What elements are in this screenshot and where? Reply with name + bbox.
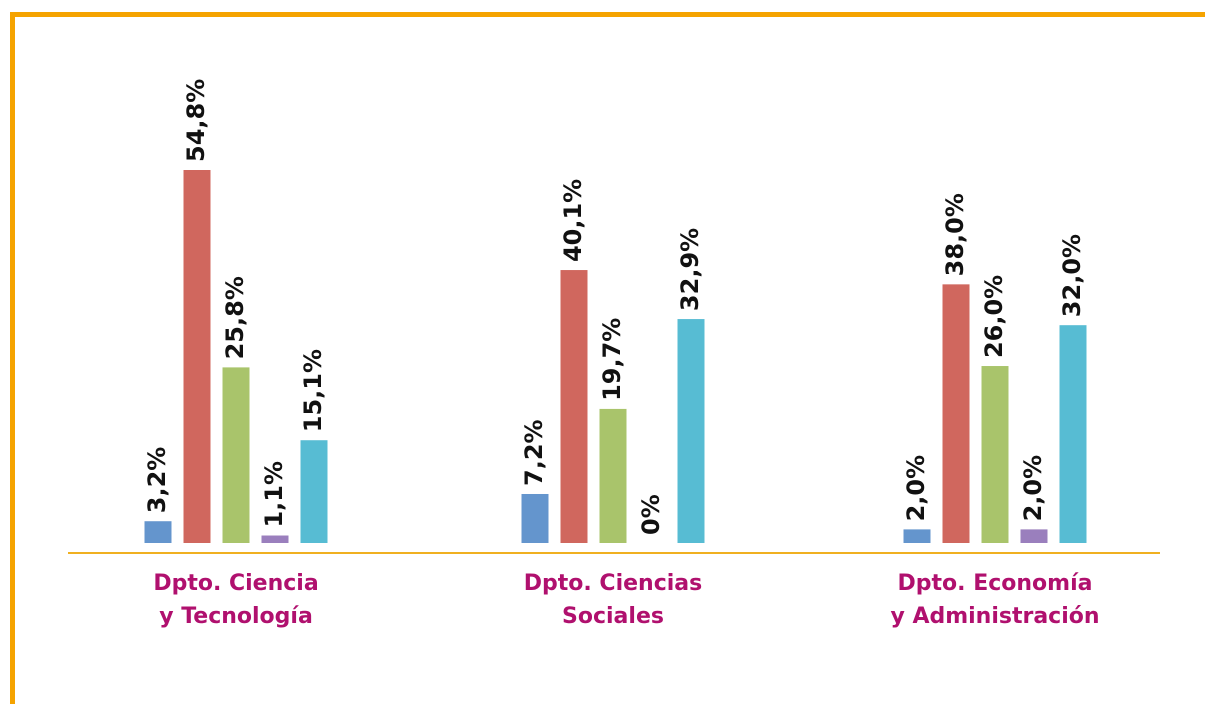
category-label: Dpto. Ciencia y Tecnología (153, 571, 318, 629)
value-label: 54,8% (182, 79, 210, 162)
baseline (68, 552, 1160, 554)
value-label: 15,1% (299, 349, 327, 432)
value-label: 7,2% (520, 419, 548, 486)
bar (677, 319, 705, 543)
bar (599, 408, 627, 543)
bar (903, 529, 931, 543)
frame-top (10, 12, 1205, 17)
bar (183, 170, 211, 543)
frame-left (10, 12, 15, 704)
category-line: Dpto. Ciencias (524, 571, 702, 596)
category-label: Dpto. Economía y Administración (890, 571, 1099, 629)
category-line: y Tecnología (159, 604, 313, 629)
value-label: 2,0% (902, 455, 930, 522)
value-label: 32,0% (1058, 234, 1086, 317)
category-line: Sociales (562, 604, 664, 629)
bar (222, 367, 250, 543)
value-label: 32,9% (676, 228, 704, 311)
value-label: 25,8% (221, 276, 249, 359)
value-label: 40,1% (559, 179, 587, 262)
bar (1059, 325, 1087, 543)
bar (1020, 529, 1048, 543)
value-label: 0% (637, 494, 665, 535)
value-label: 1,1% (260, 461, 288, 528)
bar (300, 440, 328, 543)
value-label: 19,7% (598, 318, 626, 401)
category-line: Dpto. Ciencia (153, 571, 318, 596)
value-label: 2,0% (1019, 455, 1047, 522)
category-label: Dpto. Ciencias Sociales (524, 571, 702, 629)
bar (521, 493, 549, 543)
value-label: 38,0% (941, 193, 969, 276)
value-label: 3,2% (143, 447, 171, 514)
category-line: y Administración (890, 604, 1099, 629)
bar (560, 270, 588, 543)
bar (144, 521, 172, 543)
value-label: 26,0% (980, 275, 1008, 358)
bar (942, 284, 970, 543)
bar (261, 535, 289, 543)
bar (981, 366, 1009, 543)
category-line: Dpto. Economía (898, 571, 1093, 596)
